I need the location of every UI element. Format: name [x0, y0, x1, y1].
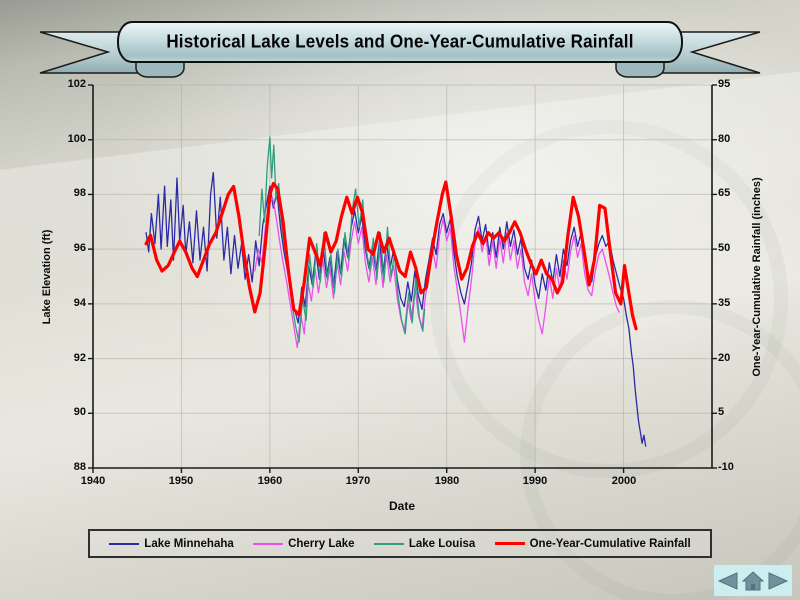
x-tick-label: 1980 — [434, 475, 460, 487]
legend-item-lake-minnehaha: Lake Minnehaha — [109, 537, 234, 550]
legend-item-lake-louisa: Lake Louisa — [373, 537, 476, 550]
y-left-tick-label: 96 — [73, 242, 86, 254]
home-icon — [741, 570, 765, 590]
legend-label: Cherry Lake — [288, 537, 355, 550]
legend-label: Lake Louisa — [408, 537, 476, 550]
slide-title: Historical Lake Levels and One-Year-Cumu… — [166, 31, 634, 52]
nav-forward-button[interactable] — [767, 570, 791, 592]
banner-ribbon — [39, 21, 761, 78]
series-line-lake-minnehaha — [145, 171, 647, 447]
y-axis-left-title: Lake Elevation (ft) — [41, 229, 53, 325]
nav-home-button[interactable] — [741, 570, 765, 592]
x-tick-label: 2000 — [611, 475, 637, 487]
y-right-tick-label: -10 — [718, 461, 734, 473]
legend: Lake Minnehaha Cherry Lake Lake Louisa One-… — [88, 529, 712, 558]
y-right-tick-label: 35 — [718, 297, 731, 309]
y-left-tick-label: 92 — [73, 352, 86, 364]
left-arrow-icon — [717, 571, 738, 590]
y-right-tick-label: 95 — [718, 78, 731, 90]
right-arrow-icon — [768, 571, 789, 590]
slide-nav-panel — [714, 565, 792, 596]
legend-item-one-year-cumulative-rainfall: One-Year-Cumulative Rainfall — [494, 537, 691, 550]
series-line-one-year-cumulative-rainfall — [144, 180, 638, 331]
nav-back-button[interactable] — [715, 570, 739, 592]
y-left-tick-label: 90 — [73, 406, 86, 418]
legend-swatch — [373, 542, 404, 545]
y-axis-right-title: One-Year-Cumulative Rainfall (inches) — [751, 177, 763, 377]
y-left-tick-label: 94 — [73, 297, 86, 309]
axis-frame — [92, 85, 713, 469]
ribbon-panel — [117, 21, 683, 63]
y-right-tick-label: 20 — [718, 352, 731, 364]
y-left-tick-label: 102 — [67, 78, 86, 90]
x-tick-label: 1970 — [345, 475, 371, 487]
x-tick-label: 1940 — [80, 475, 106, 487]
legend-label: Lake Minnehaha — [144, 537, 234, 550]
y-left-tick-label: 98 — [73, 187, 86, 199]
y-left-tick-label: 88 — [73, 461, 86, 473]
legend-label: One-Year-Cumulative Rainfall — [529, 537, 691, 550]
y-right-tick-label: 65 — [718, 187, 731, 199]
legend-swatch — [253, 542, 284, 545]
y-left-tick-label: 100 — [67, 133, 86, 145]
legend-swatch — [494, 542, 525, 545]
legend-item-cherry-lake: Cherry Lake — [253, 537, 355, 550]
x-axis-title: Date — [388, 499, 415, 513]
y-right-tick-label: 80 — [718, 133, 731, 145]
x-tick-label: 1990 — [522, 475, 548, 487]
x-tick-label: 1950 — [168, 475, 194, 487]
x-tick-label: 1960 — [257, 475, 283, 487]
legend-swatch — [109, 542, 140, 545]
y-right-tick-label: 5 — [718, 406, 725, 418]
y-right-tick-label: 50 — [718, 242, 731, 254]
